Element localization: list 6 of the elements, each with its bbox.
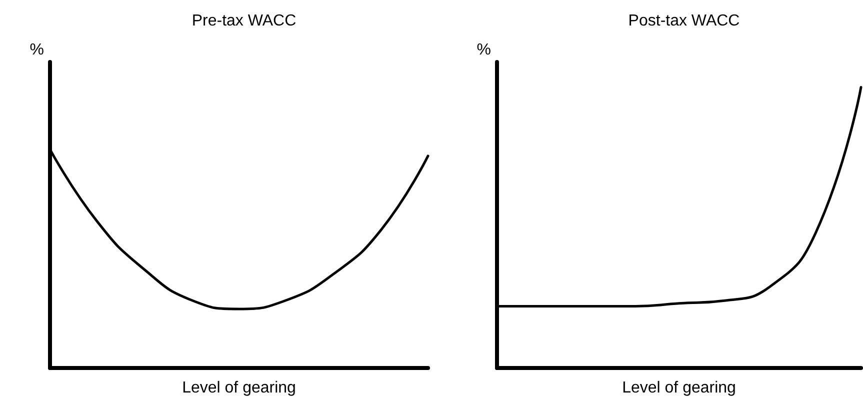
x-axis-title: Level of gearing xyxy=(182,380,296,396)
y-axis-title: % xyxy=(30,42,44,58)
y-axis-title: % xyxy=(476,42,491,58)
x-axis-title: Level of gearing xyxy=(622,380,736,396)
chart-title: Post-tax WACC xyxy=(628,12,740,30)
chart-title: Pre-tax WACC xyxy=(192,12,296,30)
